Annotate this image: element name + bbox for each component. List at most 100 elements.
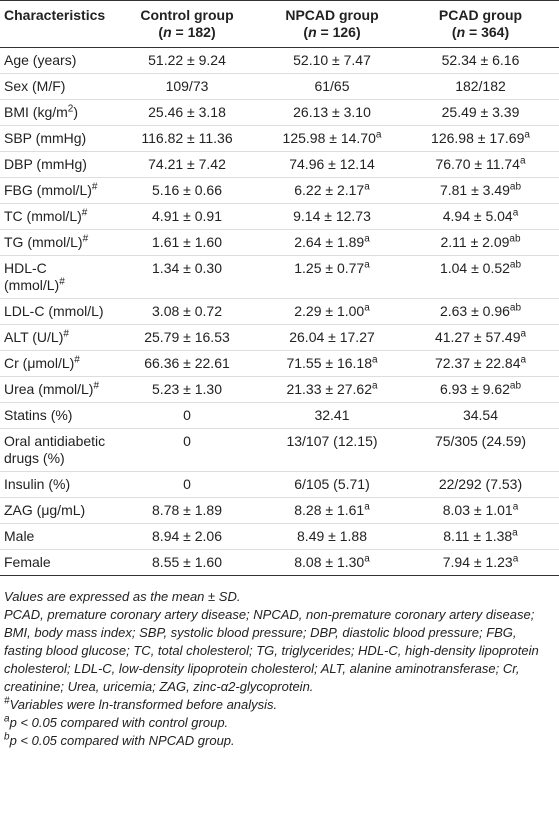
italic-text: n xyxy=(456,24,466,40)
text: Age (years) xyxy=(4,52,77,68)
text: 51.22 ± 9.24 xyxy=(148,52,226,68)
table-cell: 52.10 ± 7.47 xyxy=(262,47,402,74)
header-cell: PCAD group (n = 364) xyxy=(402,0,559,48)
text: Male xyxy=(4,528,35,544)
table-row: TC (mmol/L)# 4.91 ± 0.91 9.14 ± 12.73 4.94 … xyxy=(0,203,559,230)
superscript: a xyxy=(364,181,370,193)
table-cell: 22/292 (7.53) xyxy=(402,471,559,498)
text: 1.34 ± 0.30 xyxy=(152,260,222,276)
text: 71.55 ± 16.18 xyxy=(286,355,372,371)
row-label: Age (years) xyxy=(0,47,112,74)
text: 52.10 ± 7.47 xyxy=(293,52,371,68)
row-label: Urea (mmol/L)# xyxy=(0,376,112,403)
text: 2.63 ± 0.96 xyxy=(439,303,510,319)
text: TC (mmol/L) xyxy=(4,208,82,224)
table-row: Oral antidiabetic drugs (%) 0 13/107 (12.1… xyxy=(0,428,559,472)
text: 52.34 ± 6.16 xyxy=(441,52,520,68)
table-cell: 8.11 ± 1.38a xyxy=(402,523,559,550)
table-cell: 2.11 ± 2.09ab xyxy=(402,229,559,256)
text: 25.46 ± 3.18 xyxy=(148,104,226,120)
text: HDL-C (mmol/L) xyxy=(4,260,60,293)
text: ( xyxy=(451,24,457,40)
text: 2.64 ± 1.89 xyxy=(294,234,365,250)
text: 74.21 ± 7.42 xyxy=(148,156,226,172)
text: = 126) xyxy=(316,24,361,40)
superscript: a xyxy=(375,129,382,141)
table-cell: 8.49 ± 1.88 xyxy=(262,523,402,550)
text: PCAD group xyxy=(438,7,523,23)
table-cell: 0 xyxy=(112,402,262,429)
table-cell: 126.98 ± 17.69a xyxy=(402,125,559,152)
table-cell: 25.46 ± 3.18 xyxy=(112,99,262,126)
table-cell: 26.13 ± 3.10 xyxy=(262,99,402,126)
superscript: ab xyxy=(509,233,521,245)
table-cell: 182/182 xyxy=(402,73,559,100)
text: 8.28 ± 1.61 xyxy=(294,502,365,518)
superscript: a xyxy=(4,713,10,725)
superscript: a xyxy=(364,259,370,271)
table-row: SBP (mmHg) 116.82 ± 11.36 125.98 ± 14.70a 1… xyxy=(0,125,559,152)
footnote: bp < 0.05 compared with NPCAD group. xyxy=(4,732,555,750)
text: NPCAD group xyxy=(285,7,379,23)
row-label: ALT (U/L)# xyxy=(0,324,112,351)
row-label: Oral antidiabetic drugs (%) xyxy=(0,428,112,472)
footnotes: Values are expressed as the mean ± SD. PC… xyxy=(0,576,559,750)
table-cell: 8.55 ± 1.60 xyxy=(112,550,262,576)
table-cell: 3.08 ± 0.72 xyxy=(112,298,262,325)
text: 0 xyxy=(183,407,191,423)
table-cell: 76.70 ± 11.74a xyxy=(402,151,559,178)
text: Cr (μmol/L) xyxy=(4,355,75,371)
superscript: a xyxy=(520,354,527,366)
table-row: Urea (mmol/L)# 5.23 ± 1.30 21.33 ± 27.62a 6… xyxy=(0,376,559,403)
table-cell: 8.94 ± 2.06 xyxy=(112,523,262,550)
text: 34.54 xyxy=(462,407,499,423)
text: 6.22 ± 2.17 xyxy=(294,182,365,198)
table-cell: 0 xyxy=(112,428,262,472)
superscript: # xyxy=(91,181,98,193)
table-cell: 125.98 ± 14.70a xyxy=(262,125,402,152)
text: 9.14 ± 12.73 xyxy=(293,208,371,224)
superscript: a xyxy=(364,553,370,565)
text: LDL-C (mmol/L) xyxy=(4,303,104,319)
table-cell: 52.34 ± 6.16 xyxy=(402,47,559,74)
table-row: Male 8.94 ± 2.06 8.49 ± 1.88 8.11 ± 1.38a xyxy=(0,523,559,550)
row-label: BMI (kg/m2) xyxy=(0,99,112,126)
text: 26.13 ± 3.10 xyxy=(293,104,371,120)
superscript: ab xyxy=(509,380,522,392)
table-cell: 8.78 ± 1.89 xyxy=(112,497,262,524)
text: 75/305 (24.59) xyxy=(434,433,527,449)
text: = 364) xyxy=(465,24,510,40)
header-line: (n = 364) xyxy=(406,24,555,41)
text: Sex (M/F) xyxy=(4,78,66,94)
header-line: PCAD group xyxy=(406,7,555,24)
table-row: LDL-C (mmol/L) 3.08 ± 0.72 2.29 ± 1.00a 2.6… xyxy=(0,298,559,325)
table-cell: 7.94 ± 1.23a xyxy=(402,550,559,576)
row-label: Male xyxy=(0,523,112,550)
table-cell: 109/73 xyxy=(112,73,262,100)
text: 3.08 ± 0.72 xyxy=(152,303,222,319)
superscript: ab xyxy=(509,302,522,314)
table-cell: 74.21 ± 7.42 xyxy=(112,151,262,178)
text: DBP (mmHg) xyxy=(4,156,87,172)
text: 4.94 ± 5.04 xyxy=(442,208,513,224)
text: PCAD, premature coronary artery disease;… xyxy=(4,607,539,694)
table-cell: 75/305 (24.59) xyxy=(402,428,559,472)
row-label: TC (mmol/L)# xyxy=(0,203,112,230)
table-cell: 2.64 ± 1.89a xyxy=(262,229,402,256)
table-cell: 1.34 ± 0.30 xyxy=(112,255,262,299)
superscript: a xyxy=(524,129,530,141)
text: BMI (kg/m xyxy=(4,104,68,120)
table-cell: 5.16 ± 0.66 xyxy=(112,177,262,204)
text: 116.82 ± 11.36 xyxy=(141,130,233,146)
text: 22/292 (7.53) xyxy=(438,476,523,492)
table-cell: 9.14 ± 12.73 xyxy=(262,203,402,230)
row-label: Sex (M/F) xyxy=(0,73,112,100)
table-cell: 0 xyxy=(112,471,262,498)
table-cell: 1.25 ± 0.77a xyxy=(262,255,402,299)
header-line: (n = 126) xyxy=(266,24,398,41)
superscript: a xyxy=(520,328,527,340)
table-header: Characteristics Control group (n = 182) NPC… xyxy=(0,0,559,48)
text: 25.79 ± 16.53 xyxy=(144,329,230,345)
table-cell: 25.49 ± 3.39 xyxy=(402,99,559,126)
